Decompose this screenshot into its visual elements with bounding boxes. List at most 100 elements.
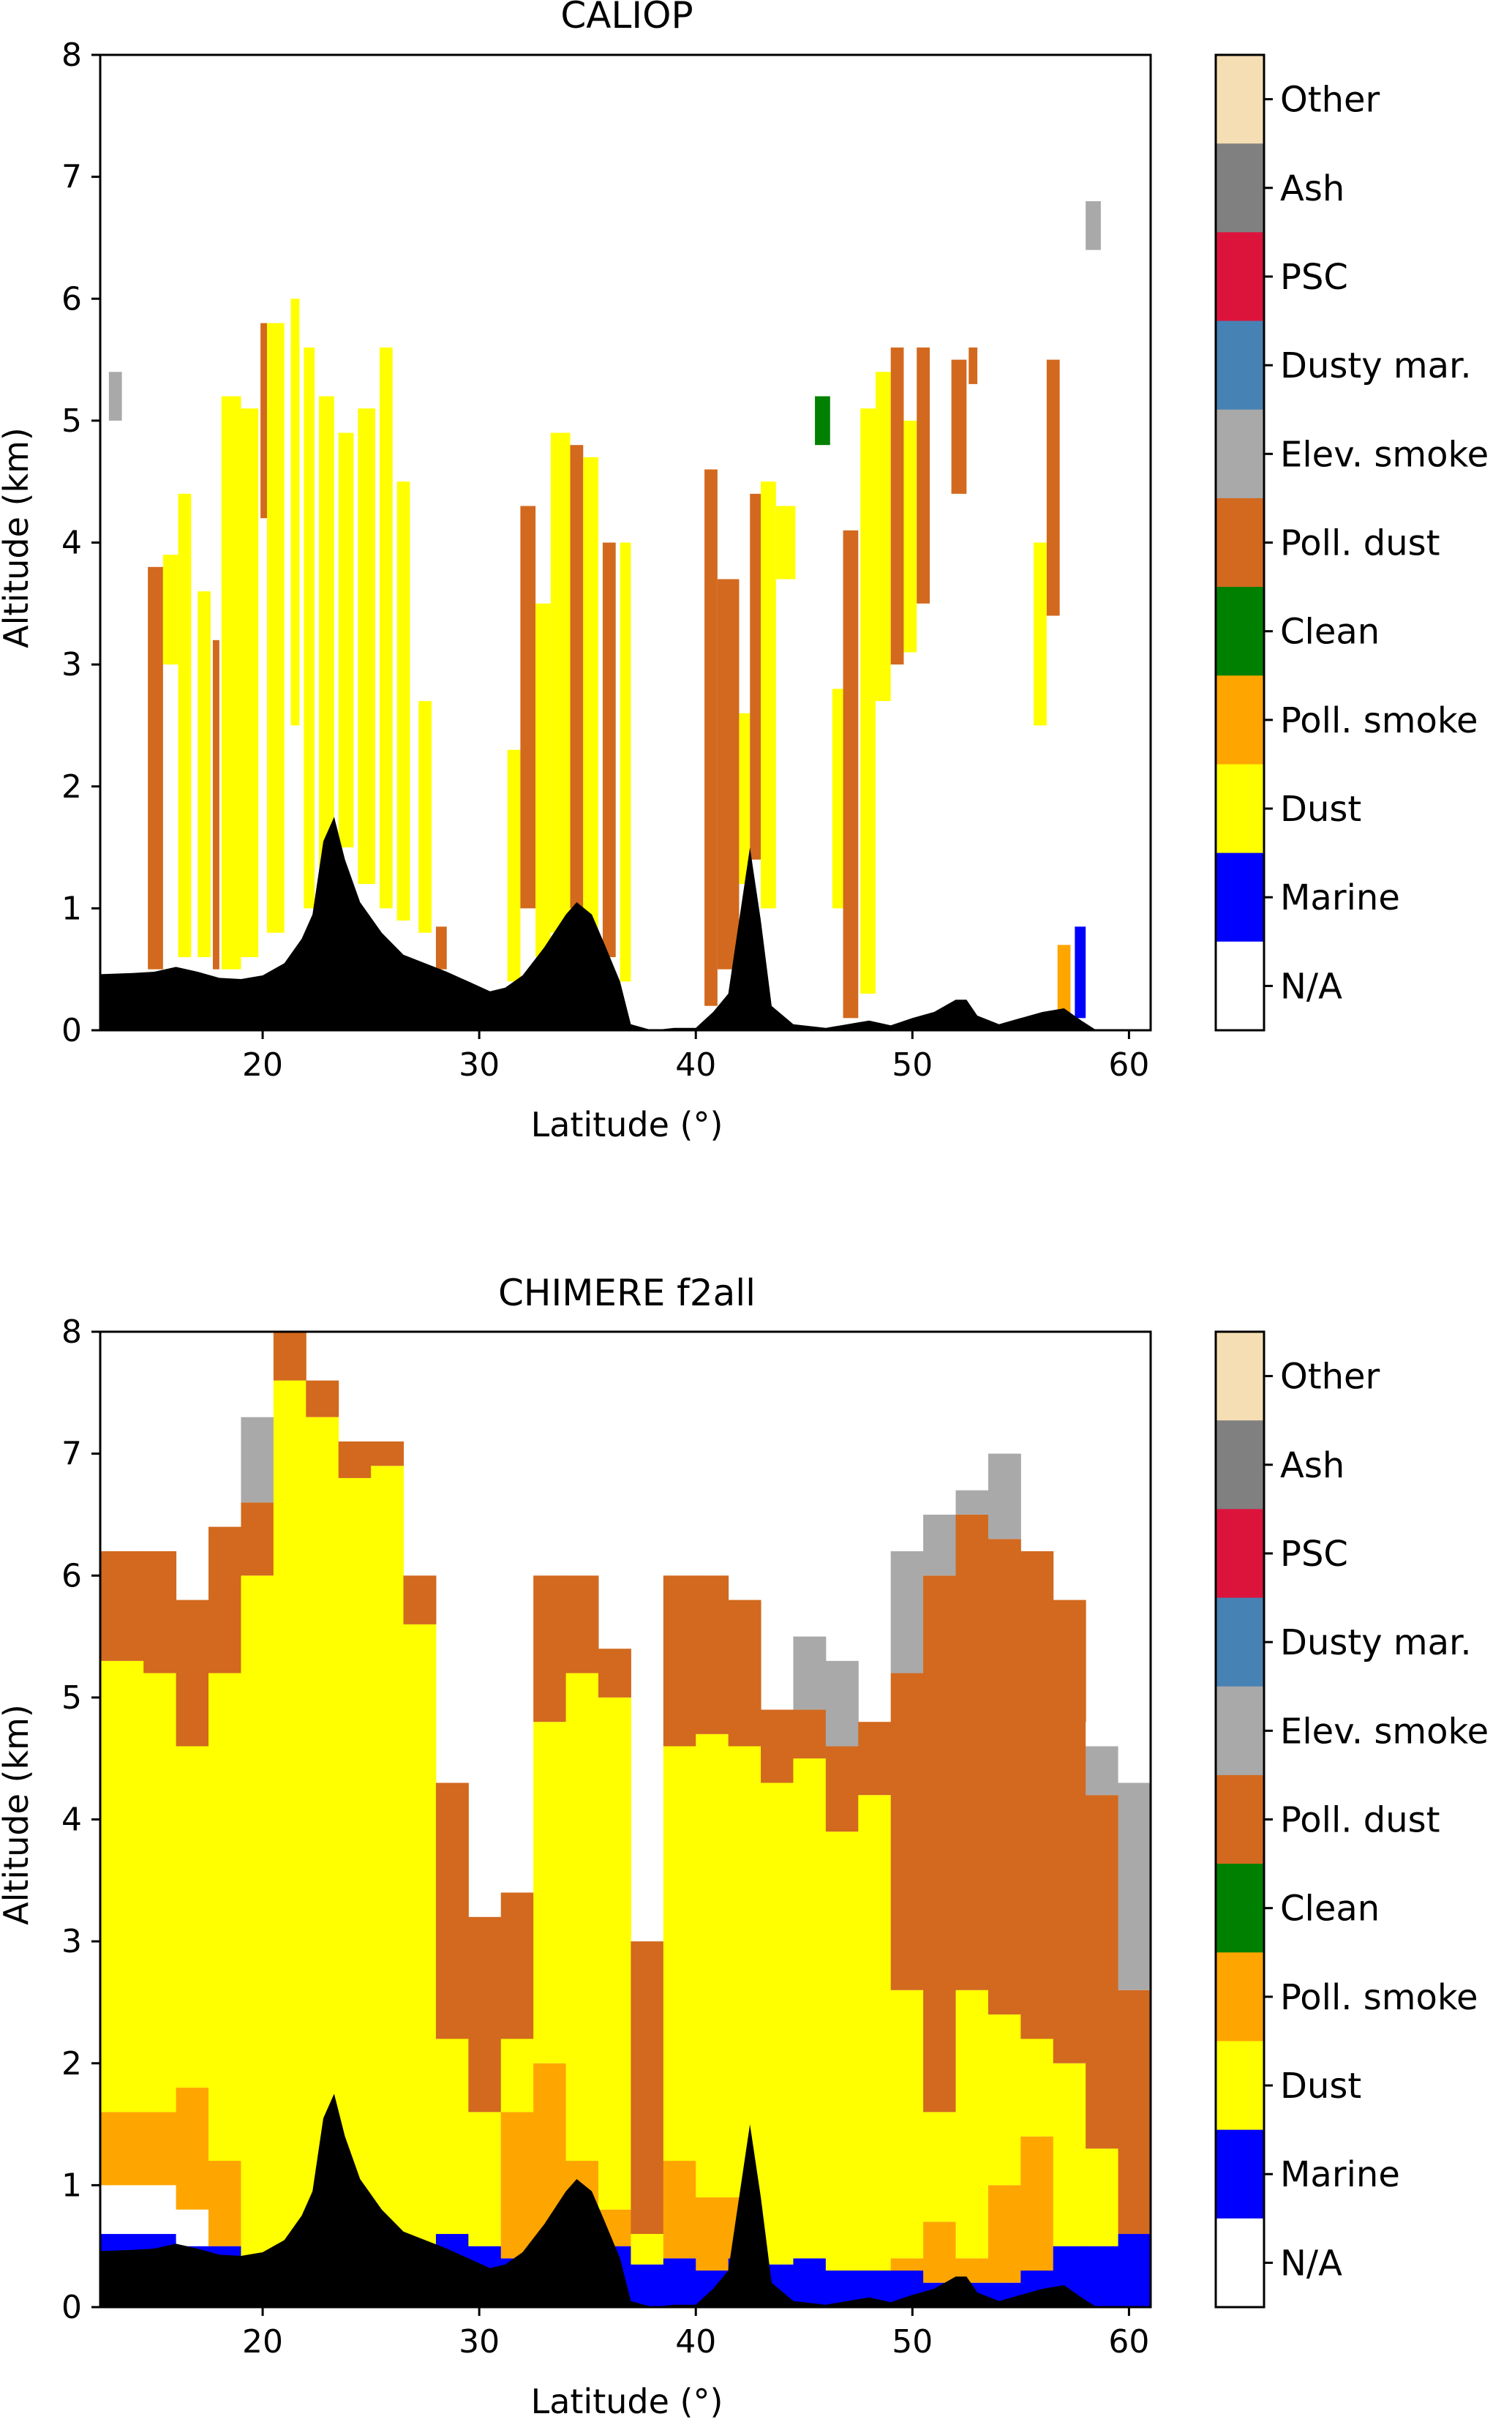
colorbar-swatch [1216, 1509, 1264, 1599]
colorbar-swatch [1216, 232, 1264, 322]
aerosol-column-band [100, 1660, 144, 2112]
terrain-silhouette [100, 817, 1151, 1030]
colorbar-swatch [1216, 1332, 1264, 1421]
aerosol-layer [379, 347, 393, 909]
aerosol-column-band [241, 1575, 274, 2259]
colorbar-label: Dust [1280, 789, 1361, 830]
aerosol-layer [917, 347, 930, 604]
aerosol-layer [520, 506, 536, 909]
aerosol-layer [290, 299, 300, 726]
y-tick-label: 4 [61, 525, 82, 562]
x-tick-label: 30 [459, 2323, 500, 2361]
colorbar-label: Poll. smoke [1280, 700, 1478, 741]
aerosol-layer [435, 926, 447, 970]
aerosol-column-band [100, 2112, 144, 2186]
colorbar-swatch [1216, 2218, 1264, 2308]
aerosol-column-band [241, 1332, 274, 1417]
colorbar-label: Elev. smoke [1280, 1711, 1489, 1752]
y-tick-label: 0 [61, 2289, 82, 2326]
colorbar-swatch [1216, 498, 1264, 588]
aerosol-column-band [728, 1600, 761, 1747]
aerosol-column-band [696, 2197, 729, 2271]
aerosol-column-band [728, 1746, 761, 2198]
y-tick-label: 1 [61, 890, 82, 927]
colorbar-swatch [1216, 1952, 1264, 2042]
colorbar-swatch [1216, 2041, 1264, 2131]
colorbar-label: Other [1280, 80, 1380, 121]
colorbar-label: Clean [1280, 1889, 1380, 1930]
aerosol-column-band [1086, 2148, 1119, 2246]
aerosol-column-band [1118, 1782, 1151, 1990]
aerosol-column-band [890, 1990, 924, 2259]
colorbar-swatch [1216, 55, 1264, 144]
aerosol-column-band [923, 1514, 957, 1576]
y-tick-label: 4 [61, 1801, 82, 1839]
y-tick-label: 7 [61, 1436, 82, 1473]
aerosol-layer [903, 420, 917, 653]
colorbar-label: Ash [1280, 168, 1344, 209]
aerosol-column-band [306, 1380, 339, 1417]
aerosol-layer [717, 579, 740, 970]
aerosol-layer [951, 359, 967, 494]
aerosol-layer [1034, 542, 1047, 726]
aerosol-layer [550, 432, 571, 933]
aerosol-column-band [208, 2161, 241, 2246]
aerosol-column-band [241, 1417, 274, 1503]
aerosol-layer [418, 701, 432, 933]
aerosol-column-band [858, 1722, 892, 1796]
aerosol-column-band [793, 1758, 827, 2259]
aerosol-layer [358, 408, 376, 885]
aerosol-column-band [176, 2209, 209, 2246]
colorbar-label: Marine [1280, 877, 1400, 918]
x-tick-label: 20 [242, 2323, 283, 2361]
y-tick-label: 1 [61, 2167, 82, 2204]
aerosol-layer [704, 469, 718, 1006]
aerosol-column-band [890, 1673, 924, 1990]
aerosol-column-band [890, 1453, 924, 1551]
colorbar-label: Dusty mar. [1280, 1622, 1472, 1663]
y-axis-label-caliop: Altitude (km) [0, 427, 36, 648]
aerosol-layer [338, 432, 354, 848]
aerosol-column-band [793, 1709, 827, 1759]
aerosol-column-band [468, 1916, 502, 2112]
colorbar-swatch [1216, 587, 1264, 676]
y-tick-label: 3 [61, 646, 82, 683]
colorbar-label: Ash [1280, 1445, 1344, 1486]
colorbar-caliop: Other Ash PSC Dusty mar. Elev. smoke Poll. du… [1214, 53, 1489, 1032]
aerosol-layer [178, 493, 192, 958]
aerosol-column-band [988, 2185, 1021, 2283]
aerosol-column-band [631, 1941, 664, 2235]
aerosol-column-band [533, 1722, 567, 2063]
aerosol-column-band [923, 2112, 957, 2222]
aerosol-layer [583, 457, 598, 933]
aerosol-layer [860, 408, 876, 994]
aerosol-column-band [533, 1575, 567, 1722]
aerosol-layer [602, 542, 616, 958]
aerosol-column-band [176, 2088, 209, 2210]
aerosol-column-band [825, 1660, 859, 1747]
aerosol-layer [162, 555, 178, 665]
colorbar-swatch [1216, 409, 1264, 499]
colorbar-swatch [1216, 320, 1264, 410]
aerosol-column-band [468, 2112, 502, 2246]
aerosol-column-band [1020, 1551, 1054, 2039]
aerosol-layer [620, 542, 631, 982]
aerosol-column-band [955, 1990, 989, 2259]
aerosol-layer [266, 323, 285, 933]
aerosol-column-band [696, 1733, 729, 2198]
aerosol-layer [1046, 359, 1060, 616]
panel-title-caliop: CALIOP [560, 0, 693, 37]
panel-caliop: CALIOP Latitude (°) Altitude (km) 20 30 40… [0, 0, 1489, 1144]
aerosol-column-band [955, 1404, 989, 1491]
aerosol-column-band [176, 1600, 209, 1747]
colorbar-label: PSC [1280, 257, 1348, 298]
colorbar-swatch [1216, 1597, 1264, 1687]
aerosol-column-band [273, 1332, 306, 1381]
x-tick-label: 60 [1108, 2323, 1149, 2361]
y-tick-label: 7 [61, 159, 82, 196]
aerosol-column-band [371, 1441, 405, 1466]
aerosol-layer [761, 481, 776, 909]
aerosol-column-band [761, 1782, 794, 2265]
aerosol-column-band [598, 1697, 631, 2210]
y-tick-label: 2 [61, 768, 82, 806]
